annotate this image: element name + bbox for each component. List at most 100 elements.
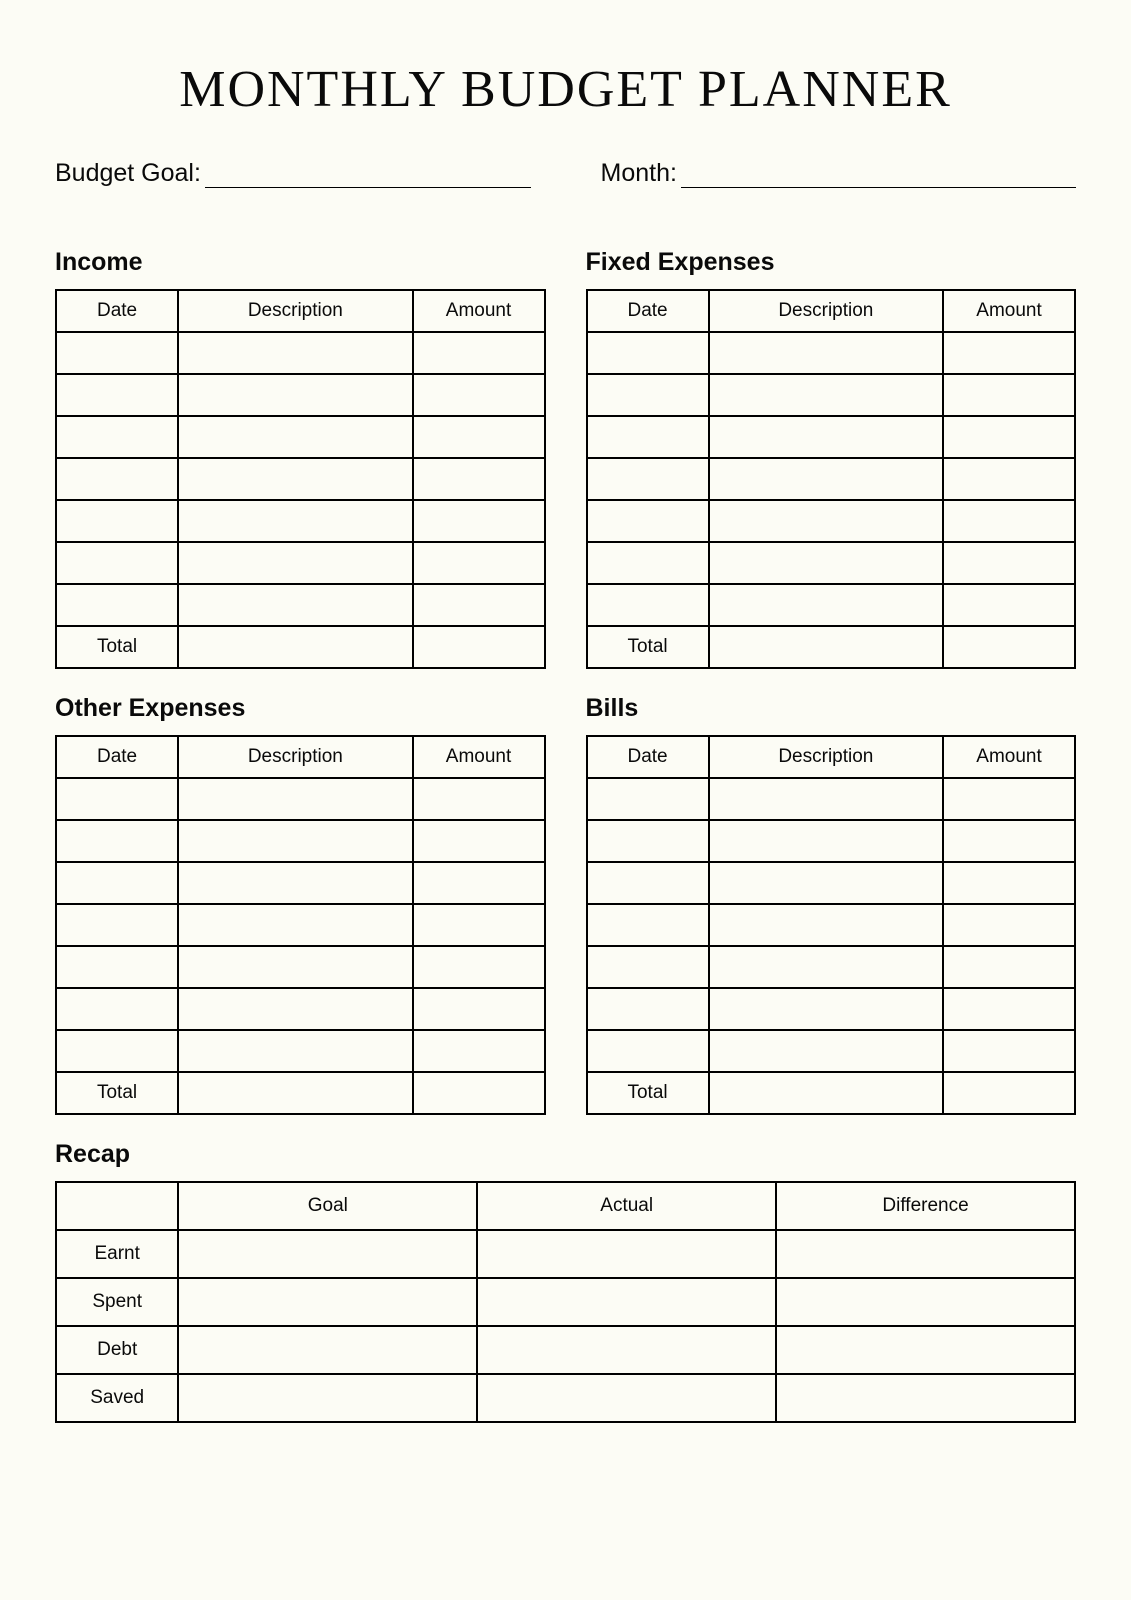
recap-cell[interactable] bbox=[477, 1230, 776, 1278]
total-desc-cell[interactable] bbox=[178, 626, 412, 668]
table-cell[interactable] bbox=[178, 332, 412, 374]
table-cell[interactable] bbox=[413, 416, 545, 458]
table-cell[interactable] bbox=[56, 904, 178, 946]
table-cell[interactable] bbox=[943, 332, 1075, 374]
recap-cell[interactable] bbox=[776, 1278, 1075, 1326]
total-amount-cell[interactable] bbox=[413, 1072, 545, 1114]
table-cell[interactable] bbox=[413, 862, 545, 904]
total-desc-cell[interactable] bbox=[709, 626, 943, 668]
table-cell[interactable] bbox=[587, 988, 709, 1030]
table-cell[interactable] bbox=[587, 584, 709, 626]
total-amount-cell[interactable] bbox=[943, 626, 1075, 668]
table-cell[interactable] bbox=[587, 904, 709, 946]
budget-goal-input-line[interactable] bbox=[205, 160, 531, 188]
recap-cell[interactable] bbox=[178, 1230, 477, 1278]
recap-cell[interactable] bbox=[178, 1326, 477, 1374]
table-cell[interactable] bbox=[587, 332, 709, 374]
table-cell[interactable] bbox=[56, 778, 178, 820]
table-cell[interactable] bbox=[56, 332, 178, 374]
total-amount-cell[interactable] bbox=[943, 1072, 1075, 1114]
table-cell[interactable] bbox=[943, 778, 1075, 820]
table-cell[interactable] bbox=[413, 820, 545, 862]
table-cell[interactable] bbox=[413, 500, 545, 542]
table-cell[interactable] bbox=[178, 904, 412, 946]
recap-cell[interactable] bbox=[776, 1326, 1075, 1374]
table-cell[interactable] bbox=[943, 862, 1075, 904]
table-cell[interactable] bbox=[587, 500, 709, 542]
table-cell[interactable] bbox=[178, 988, 412, 1030]
table-cell[interactable] bbox=[56, 542, 178, 584]
table-cell[interactable] bbox=[56, 374, 178, 416]
table-cell[interactable] bbox=[943, 416, 1075, 458]
table-cell[interactable] bbox=[709, 458, 943, 500]
table-cell[interactable] bbox=[587, 458, 709, 500]
table-cell[interactable] bbox=[56, 946, 178, 988]
table-cell[interactable] bbox=[709, 988, 943, 1030]
table-cell[interactable] bbox=[709, 946, 943, 988]
table-cell[interactable] bbox=[943, 988, 1075, 1030]
table-cell[interactable] bbox=[178, 946, 412, 988]
table-cell[interactable] bbox=[178, 500, 412, 542]
table-cell[interactable] bbox=[587, 1030, 709, 1072]
table-cell[interactable] bbox=[56, 1030, 178, 1072]
table-cell[interactable] bbox=[178, 1030, 412, 1072]
table-cell[interactable] bbox=[943, 500, 1075, 542]
table-cell[interactable] bbox=[709, 862, 943, 904]
recap-cell[interactable] bbox=[178, 1278, 477, 1326]
table-cell[interactable] bbox=[709, 904, 943, 946]
table-cell[interactable] bbox=[413, 988, 545, 1030]
table-cell[interactable] bbox=[56, 416, 178, 458]
table-cell[interactable] bbox=[943, 904, 1075, 946]
table-cell[interactable] bbox=[178, 584, 412, 626]
recap-cell[interactable] bbox=[477, 1326, 776, 1374]
table-cell[interactable] bbox=[413, 584, 545, 626]
table-cell[interactable] bbox=[709, 416, 943, 458]
table-cell[interactable] bbox=[587, 862, 709, 904]
table-cell[interactable] bbox=[943, 458, 1075, 500]
recap-cell[interactable] bbox=[776, 1374, 1075, 1422]
table-cell[interactable] bbox=[709, 542, 943, 584]
month-input-line[interactable] bbox=[681, 160, 1076, 188]
table-cell[interactable] bbox=[709, 332, 943, 374]
table-cell[interactable] bbox=[178, 416, 412, 458]
total-desc-cell[interactable] bbox=[709, 1072, 943, 1114]
table-cell[interactable] bbox=[943, 542, 1075, 584]
table-cell[interactable] bbox=[56, 458, 178, 500]
table-cell[interactable] bbox=[178, 778, 412, 820]
table-cell[interactable] bbox=[178, 458, 412, 500]
table-cell[interactable] bbox=[178, 820, 412, 862]
table-cell[interactable] bbox=[56, 500, 178, 542]
table-cell[interactable] bbox=[587, 416, 709, 458]
table-cell[interactable] bbox=[178, 374, 412, 416]
table-cell[interactable] bbox=[56, 820, 178, 862]
table-cell[interactable] bbox=[178, 542, 412, 584]
table-cell[interactable] bbox=[56, 584, 178, 626]
table-cell[interactable] bbox=[943, 374, 1075, 416]
table-cell[interactable] bbox=[413, 542, 545, 584]
table-cell[interactable] bbox=[943, 1030, 1075, 1072]
total-desc-cell[interactable] bbox=[178, 1072, 412, 1114]
table-cell[interactable] bbox=[413, 374, 545, 416]
table-cell[interactable] bbox=[413, 332, 545, 374]
table-cell[interactable] bbox=[413, 946, 545, 988]
recap-cell[interactable] bbox=[178, 1374, 477, 1422]
table-cell[interactable] bbox=[587, 374, 709, 416]
table-cell[interactable] bbox=[587, 778, 709, 820]
table-cell[interactable] bbox=[587, 820, 709, 862]
table-cell[interactable] bbox=[413, 1030, 545, 1072]
table-cell[interactable] bbox=[178, 862, 412, 904]
table-cell[interactable] bbox=[709, 820, 943, 862]
recap-cell[interactable] bbox=[477, 1278, 776, 1326]
table-cell[interactable] bbox=[413, 904, 545, 946]
table-cell[interactable] bbox=[943, 820, 1075, 862]
table-cell[interactable] bbox=[56, 988, 178, 1030]
table-cell[interactable] bbox=[709, 500, 943, 542]
recap-cell[interactable] bbox=[776, 1230, 1075, 1278]
table-cell[interactable] bbox=[413, 458, 545, 500]
table-cell[interactable] bbox=[413, 778, 545, 820]
table-cell[interactable] bbox=[709, 584, 943, 626]
total-amount-cell[interactable] bbox=[413, 626, 545, 668]
table-cell[interactable] bbox=[56, 862, 178, 904]
table-cell[interactable] bbox=[709, 374, 943, 416]
table-cell[interactable] bbox=[709, 778, 943, 820]
